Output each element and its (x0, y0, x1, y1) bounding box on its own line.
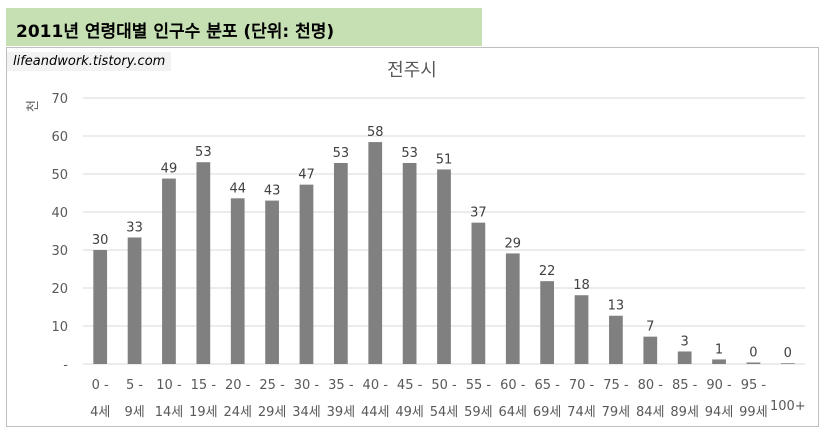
data-label: 33 (126, 220, 143, 235)
y-tick-label: 10 (51, 320, 68, 335)
x-tick-label: 55 - (466, 378, 492, 393)
x-tick-label: 44세 (361, 405, 390, 420)
y-tick-label: 50 (51, 168, 68, 183)
bar (127, 237, 142, 364)
bar (299, 184, 314, 364)
data-label: 53 (333, 146, 350, 161)
x-tick-label: 25 - (259, 378, 285, 393)
bar (505, 253, 520, 364)
x-tick-label: 14세 (155, 405, 184, 420)
x-tick-label: 65 - (534, 378, 560, 393)
x-tick-label: 90 - (706, 378, 732, 393)
x-tick-label: 15 - (191, 378, 217, 393)
bar (402, 162, 417, 364)
bar (609, 315, 623, 364)
x-tick-label: 59세 (464, 405, 493, 420)
bar (437, 169, 451, 364)
x-tick-label: 40 - (363, 378, 389, 393)
bar (677, 351, 692, 364)
bar (162, 178, 176, 364)
x-tick-label: 100+ (770, 399, 806, 414)
bar (574, 295, 589, 364)
x-tick-label: 35 - (328, 378, 354, 393)
x-tick-label: 24세 (223, 405, 252, 420)
x-tick-label: 39세 (327, 405, 356, 420)
bar (471, 222, 486, 364)
data-label: 0 (784, 346, 792, 361)
x-tick-label: 19세 (189, 405, 218, 420)
x-tick-label: 84세 (636, 405, 665, 420)
data-label: 49 (161, 162, 178, 177)
data-label: 51 (436, 152, 453, 167)
data-label: 53 (195, 145, 212, 160)
x-tick-label: 49세 (395, 405, 424, 420)
data-label: 22 (539, 264, 556, 279)
bar (265, 200, 279, 364)
y-tick-label: 20 (51, 282, 68, 297)
data-label: 7 (646, 320, 654, 335)
x-tick-label: 60 - (500, 378, 526, 393)
x-tick-label: 30 - (294, 378, 320, 393)
x-tick-label: 85 - (672, 378, 698, 393)
data-label: 18 (573, 278, 590, 293)
header-title: 2011년 연령대별 인구수 분포 (단위: 천명) (16, 22, 335, 42)
data-label: 58 (367, 125, 384, 140)
data-label: 47 (298, 168, 315, 183)
x-tick-label: 9세 (124, 405, 144, 420)
x-tick-label: 79세 (602, 405, 631, 420)
x-tick-label: 99세 (739, 405, 768, 420)
x-tick-label: 29세 (258, 405, 287, 420)
x-tick-label: 5 - (126, 378, 143, 393)
x-tick-label: 10 - (156, 378, 182, 393)
x-tick-label: 74세 (567, 405, 596, 420)
data-label: 43 (264, 184, 281, 199)
data-label: 37 (470, 206, 487, 221)
bar (196, 162, 211, 364)
bar (333, 162, 348, 364)
x-tick-label: 75 - (603, 378, 629, 393)
x-tick-label: 69세 (533, 405, 562, 420)
x-tick-label: 0 - (92, 378, 109, 393)
data-label: 29 (504, 236, 521, 251)
y-tick-label: 30 (51, 244, 68, 259)
y-tick-label: 70 (51, 92, 68, 107)
x-tick-label: 50 - (431, 378, 457, 393)
data-label: 1 (715, 342, 723, 357)
x-tick-label: 20 - (225, 378, 251, 393)
x-tick-label: 89세 (670, 405, 699, 420)
data-label: 13 (608, 299, 625, 314)
x-tick-label: 80 - (638, 378, 664, 393)
watermark-text: lifeandwork.tistory.com (7, 52, 172, 71)
header-bar: 2011년 연령대별 인구수 분포 (단위: 천명) (6, 8, 482, 46)
bar (746, 362, 761, 364)
y-tick-label: 60 (51, 130, 68, 145)
x-tick-label: 54세 (430, 405, 459, 420)
x-tick-label: 95 - (741, 378, 767, 393)
y-tick-label: - (63, 358, 68, 373)
data-label: 3 (681, 334, 689, 349)
bar (368, 142, 383, 364)
x-tick-label: 94세 (705, 405, 734, 420)
bar (540, 281, 555, 364)
y-tick-label: 40 (51, 206, 68, 221)
x-tick-label: 4세 (90, 405, 110, 420)
bar (712, 359, 726, 364)
data-label: 44 (229, 181, 246, 196)
bar (643, 336, 658, 364)
bar (93, 250, 108, 364)
data-label: 53 (401, 146, 418, 161)
bar (230, 198, 245, 364)
x-tick-label: 45 - (397, 378, 423, 393)
x-tick-label: 64세 (499, 405, 528, 420)
chart-title: 전주시 (387, 60, 437, 81)
x-tick-label: 34세 (292, 405, 321, 420)
x-tick-label: 70 - (569, 378, 595, 393)
bar (780, 363, 795, 364)
y-axis-label: 천 (26, 100, 41, 112)
data-label: 30 (92, 233, 109, 248)
data-label: 0 (749, 345, 757, 360)
